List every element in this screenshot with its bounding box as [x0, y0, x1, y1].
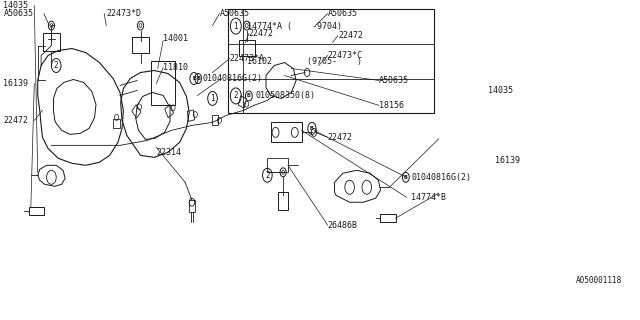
- Bar: [239, 40, 255, 56]
- Text: 22473*A: 22473*A: [230, 54, 265, 63]
- Text: 16102       (9705-    ): 16102 (9705- ): [248, 57, 362, 66]
- Text: 22472: 22472: [3, 116, 28, 125]
- Text: A50635: A50635: [220, 9, 250, 18]
- Text: 14774*B: 14774*B: [412, 193, 446, 202]
- Text: A50635: A50635: [328, 9, 358, 18]
- Text: 16139: 16139: [3, 79, 28, 88]
- Text: 11810: 11810: [163, 63, 188, 72]
- Bar: [151, 60, 175, 105]
- Text: 14001: 14001: [163, 34, 188, 43]
- Text: 01040816G(2): 01040816G(2): [412, 173, 471, 182]
- Bar: [380, 214, 396, 222]
- Text: A50635: A50635: [3, 9, 33, 18]
- Bar: [42, 33, 60, 51]
- Text: B: B: [196, 76, 200, 81]
- Text: 22314: 22314: [156, 148, 181, 157]
- Bar: [132, 36, 150, 52]
- Bar: [271, 123, 301, 142]
- Text: 16139: 16139: [495, 156, 520, 165]
- Text: B: B: [192, 76, 196, 81]
- Text: 2: 2: [54, 61, 58, 70]
- Text: 1: 1: [210, 94, 215, 103]
- Bar: [268, 158, 288, 172]
- Text: 18156: 18156: [379, 101, 404, 110]
- Text: 010508350(8): 010508350(8): [255, 92, 315, 100]
- Text: 22472: 22472: [328, 133, 353, 142]
- Text: 22472: 22472: [338, 31, 363, 40]
- Text: 01040816G(2): 01040816G(2): [203, 74, 263, 83]
- Text: 14035: 14035: [3, 1, 28, 10]
- Text: A50635: A50635: [379, 76, 409, 85]
- Text: 14774*A (    -9704): 14774*A ( -9704): [248, 22, 342, 31]
- Text: 1: 1: [234, 22, 238, 31]
- Text: 2: 2: [234, 92, 238, 100]
- Text: B: B: [247, 93, 251, 99]
- Text: 22473*D: 22473*D: [106, 9, 141, 18]
- Text: 22473*C: 22473*C: [328, 51, 363, 60]
- Text: 2: 2: [265, 171, 269, 180]
- Text: B: B: [310, 126, 314, 131]
- Text: 22472: 22472: [249, 29, 274, 38]
- Text: 14035: 14035: [488, 86, 513, 95]
- Bar: [228, 9, 434, 113]
- Bar: [29, 207, 44, 215]
- Bar: [189, 200, 195, 212]
- Text: 26486B: 26486B: [328, 221, 358, 230]
- Bar: [278, 192, 288, 210]
- Text: A050001118: A050001118: [576, 276, 622, 284]
- Text: B: B: [404, 175, 408, 180]
